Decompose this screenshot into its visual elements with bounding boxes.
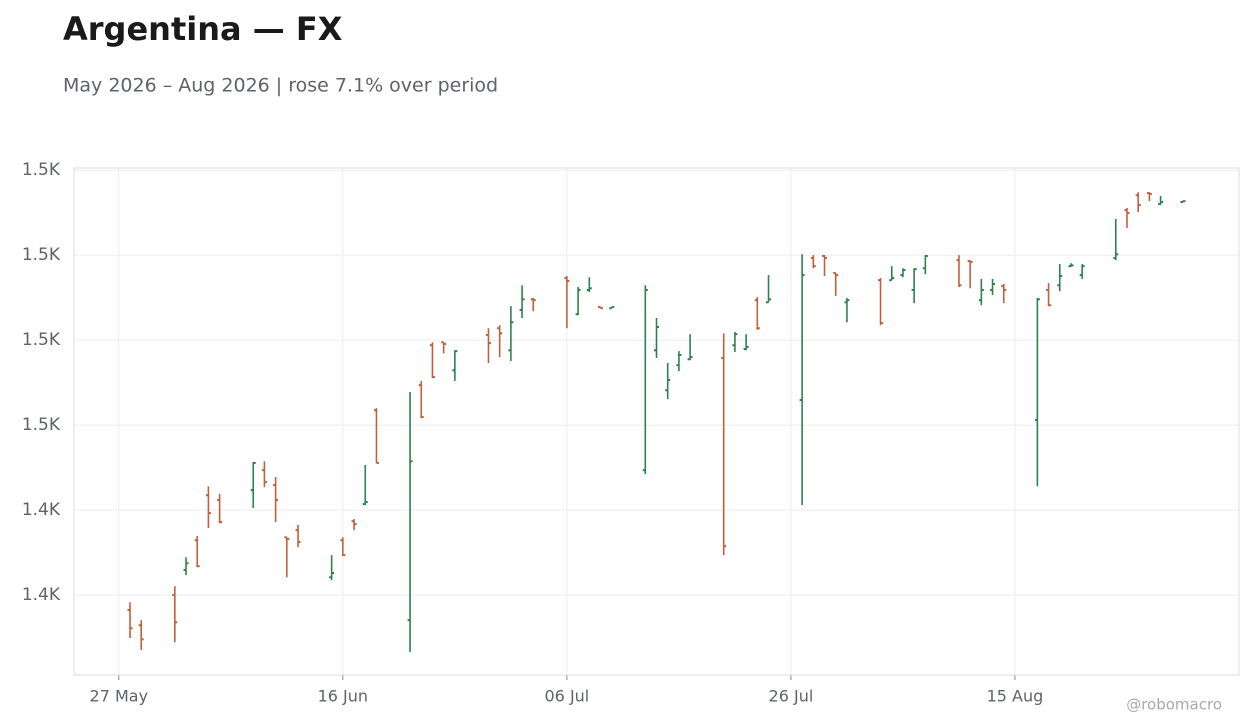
y-tick-label: 1.4K	[22, 585, 61, 605]
chart-subtitle: May 2026 – Aug 2026 | rose 7.1% over per…	[63, 75, 498, 97]
x-tick-label: 06 Jul	[545, 687, 590, 706]
x-tick-label: 16 Jun	[318, 687, 368, 706]
x-tick-label: 27 May	[90, 687, 149, 706]
watermark: @robomacro	[1126, 696, 1222, 714]
y-tick-label: 1.4K	[22, 500, 61, 520]
y-tick-label: 1.5K	[22, 245, 61, 265]
plot-frame	[73, 167, 1240, 676]
y-tick-label: 1.5K	[22, 415, 61, 435]
x-tick-label: 15 Aug	[987, 687, 1044, 706]
x-tick-label: 26 Jul	[769, 687, 814, 706]
y-tick-label: 1.5K	[22, 160, 61, 180]
y-tick-label: 1.5K	[22, 330, 61, 350]
chart-title: Argentina — FX	[63, 10, 343, 48]
